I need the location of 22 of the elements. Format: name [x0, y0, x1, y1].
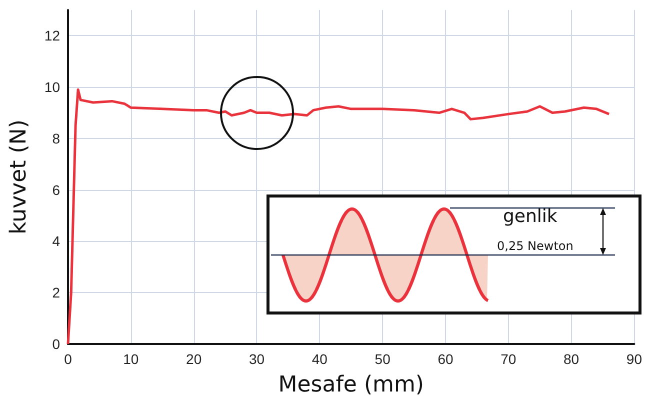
annotation: 0,25 Newton [497, 239, 574, 253]
x-tick-label: 80 [564, 351, 580, 367]
annotation: genlik [503, 206, 558, 227]
y-tick-label: 2 [52, 284, 60, 301]
x-tick-label: 60 [438, 351, 454, 367]
y-tick-label: 4 [52, 233, 60, 250]
x-tick-label: 0 [64, 351, 72, 367]
x-tick-label: 90 [626, 351, 642, 367]
y-axis-title: kuvvet (N) [6, 120, 32, 234]
y-tick-label: 6 [52, 182, 60, 198]
x-tick-label: 50 [374, 351, 391, 367]
x-tick-label: 20 [186, 351, 202, 367]
y-tick-label: 8 [52, 130, 60, 146]
y-tick-label: 0 [52, 336, 60, 352]
line-series [66, 88, 610, 346]
x-tick-label: 30 [248, 351, 265, 367]
x-tick-label: 40 [312, 351, 328, 367]
y-tick-label: 10 [44, 79, 60, 96]
y-tick-label: 12 [44, 28, 60, 44]
x-tick-label: 70 [500, 351, 516, 367]
x-tick-label: 10 [123, 351, 139, 367]
x-axis-title: Mesafe (mm) [278, 372, 424, 398]
